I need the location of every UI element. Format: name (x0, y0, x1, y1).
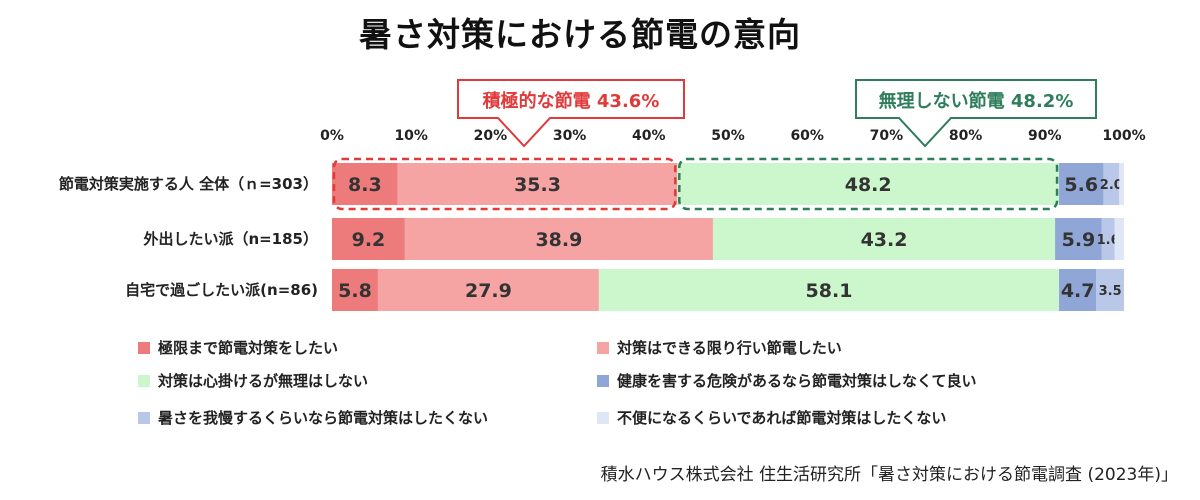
bar-segment (1096, 269, 1124, 311)
legend-item: 健康を害する危険があるなら節電対策はしなくて良い (597, 370, 977, 391)
legend-label: 対策はできる限り行い節電したい (617, 339, 842, 357)
bar-segment (1103, 163, 1120, 205)
legend-swatch (597, 341, 609, 354)
x-tick-label: 70% (870, 128, 904, 144)
annotation-bracket (678, 157, 1059, 211)
data-label: 9.2 (352, 229, 386, 251)
legend-item: 極限まで節電対策をしたい (138, 337, 338, 358)
legend-swatch (138, 341, 150, 354)
data-label: 5.8 (338, 280, 372, 302)
x-tick-label: 40% (632, 128, 666, 144)
data-label: 35.3 (514, 174, 561, 196)
x-tick-label: 60% (790, 128, 824, 144)
legend-label: 不便になるくらいであれば節電対策はしたくない (617, 409, 947, 427)
bar-segment (1114, 218, 1124, 260)
bar-segment (332, 269, 378, 311)
data-label: 4.7 (1061, 280, 1095, 302)
legend-label: 健康を害する危険があるなら節電対策はしなくて良い (617, 372, 977, 390)
legend-item: 対策は心掛けるが無理はしない (138, 370, 368, 391)
bar-segment (377, 269, 599, 311)
bar-segment (1059, 269, 1097, 311)
legend-item: 暑さを我慢するくらいなら節電対策はしたくない (138, 407, 488, 428)
data-label: 38.9 (535, 229, 582, 251)
category-label: 自宅で過ごしたい派(n=86) (125, 281, 318, 299)
bar-segment (1055, 218, 1102, 260)
bar-segment (332, 218, 405, 260)
legend-item: 不便になるくらいであれば節電対策はしたくない (597, 407, 946, 428)
annotation-bracket (332, 157, 677, 211)
source-note: 積水ハウス株式会社 住生活研究所「暑さ対策における節電調査 (2023年)」 (600, 465, 1178, 485)
data-label: 2.0 (1100, 178, 1123, 193)
data-label: 27.9 (465, 280, 512, 302)
x-tick-label: 100% (1102, 128, 1145, 144)
category-label: 節電対策実施する人 全体（ｎ=303） (59, 175, 318, 193)
data-label: 5.6 (1064, 174, 1098, 196)
bar-segment (598, 269, 1060, 311)
category-label: 外出したい派（n=185） (142, 230, 318, 248)
data-label: 8.3 (348, 174, 382, 196)
data-label: 43.2 (861, 229, 908, 251)
legend-label: 暑さを我慢するくらいなら節電対策はしたくない (158, 409, 489, 427)
x-tick-label: 20% (474, 128, 508, 144)
annotation-text: 積極的な節電 43.6% (482, 90, 660, 112)
x-tick-label: 0% (320, 128, 344, 144)
data-label: 58.1 (806, 280, 853, 302)
x-tick-label: 90% (1028, 128, 1062, 144)
data-label: 5.9 (1062, 229, 1096, 251)
annotation-callout-box (855, 79, 1097, 148)
bar-segment (1119, 163, 1124, 205)
bar-segment (1101, 218, 1115, 260)
x-tick-label: 10% (394, 128, 428, 144)
data-label: 1.6 (1097, 233, 1120, 248)
legend-swatch (138, 374, 150, 387)
legend-swatch (138, 411, 150, 424)
x-tick-label: 80% (949, 128, 983, 144)
legend-label: 極限まで節電対策をしたい (158, 339, 339, 357)
bar-segment (677, 163, 1060, 205)
chart-title: 暑さ対策における節電の意向 (359, 15, 801, 54)
data-label: 3.5 (1099, 284, 1122, 299)
legend-swatch (597, 374, 609, 387)
bar-segment (1059, 163, 1104, 205)
legend-swatch (597, 411, 609, 424)
legend-item: 対策はできる限り行い節電したい (597, 337, 842, 358)
legend-label: 対策は心掛けるが無理はしない (158, 372, 369, 390)
bar-segment (404, 218, 713, 260)
annotation-callout-box (457, 79, 685, 148)
x-tick-label: 50% (711, 128, 745, 144)
annotation-text: 無理しない節電 48.2% (879, 90, 1074, 112)
bar-segment (397, 163, 678, 205)
data-label: 48.2 (845, 174, 892, 196)
bar-segment (332, 163, 398, 205)
bar-segment (712, 218, 1056, 260)
x-tick-label: 30% (553, 128, 587, 144)
